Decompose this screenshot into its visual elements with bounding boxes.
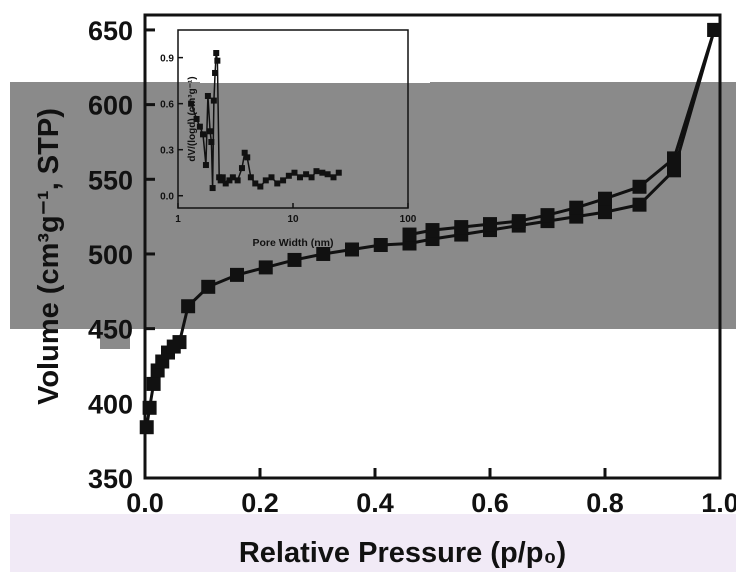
isotherm-point	[425, 223, 440, 238]
isotherm-point	[598, 205, 612, 220]
psd-point	[222, 180, 229, 187]
x-tick-label: 0.0	[126, 488, 164, 518]
psd-point	[234, 177, 241, 184]
inset-y-axis-title: dV/(logd) (cm³g⁻¹)	[187, 76, 198, 161]
isotherm-point	[201, 279, 216, 294]
inset-y-tick-label: 0.6	[160, 100, 174, 111]
isotherm-point	[146, 376, 161, 391]
x-tick-label: 1.0	[701, 488, 736, 518]
isotherm-point	[142, 400, 157, 415]
psd-point	[308, 174, 315, 181]
psd-point	[330, 174, 337, 181]
psd-point	[268, 174, 275, 181]
psd-point	[208, 139, 215, 146]
psd-point	[200, 131, 207, 138]
psd-point	[210, 97, 217, 104]
y-tick-label: 450	[88, 315, 133, 345]
isotherm-point	[287, 252, 302, 267]
psd-point	[244, 154, 251, 161]
isotherm-point	[632, 179, 647, 194]
psd-point	[209, 185, 216, 192]
y-tick-label: 650	[88, 16, 133, 46]
isotherm-point	[454, 220, 469, 235]
psd-point	[207, 128, 214, 135]
psd-point	[252, 180, 259, 187]
x-tick-label: 0.6	[471, 488, 509, 518]
isotherm-point	[569, 200, 584, 215]
x-tick-label: 0.4	[356, 488, 394, 518]
psd-point	[217, 177, 224, 184]
psd-point	[262, 177, 269, 184]
isotherm-point	[230, 267, 244, 282]
isotherm-point	[667, 163, 681, 178]
isotherm-point	[667, 151, 681, 166]
inset-white-area	[200, 30, 430, 83]
isotherm-point	[632, 197, 647, 212]
x-axis-title: Relative Pressure (p/p₀)	[239, 537, 566, 569]
isotherm-point	[707, 22, 722, 37]
isotherm-point	[511, 214, 526, 229]
inset-y-tick-label: 0.3	[160, 146, 174, 157]
inset-y-tick-label: 0.9	[160, 54, 174, 65]
psd-point	[226, 177, 233, 184]
y-axis-title: Volume (cm³g⁻¹, STP)	[33, 108, 65, 405]
psd-point	[313, 168, 320, 175]
psd-point	[285, 172, 292, 179]
inset-x-tick-label: 100	[400, 214, 417, 225]
inset-x-axis-title: Pore Width (nm)	[253, 237, 334, 249]
isotherm-point	[483, 217, 497, 232]
psd-point	[303, 171, 310, 178]
isotherm-point	[139, 420, 154, 435]
isotherm-point	[345, 242, 359, 257]
psd-point	[216, 174, 223, 181]
inset-x-tick-label: 1	[175, 214, 181, 225]
x-tick-label: 0.8	[586, 488, 624, 518]
psd-point	[247, 174, 254, 181]
psd-point	[280, 177, 287, 184]
psd-point	[274, 180, 281, 187]
psd-point	[202, 162, 209, 169]
y-tick-label: 550	[88, 165, 133, 195]
y-tick-label: 600	[88, 91, 133, 121]
isotherm-point	[181, 299, 196, 314]
psd-point	[335, 169, 342, 176]
y-tick-label: 350	[88, 464, 133, 494]
isotherm-point	[316, 246, 331, 261]
lavender-artifact-band	[10, 514, 736, 572]
psd-point	[291, 169, 298, 176]
psd-point	[212, 69, 219, 76]
psd-series-line	[190, 52, 340, 189]
psd-point	[193, 116, 200, 122]
psd-point	[319, 169, 326, 176]
gray-artifact-notch	[100, 329, 130, 349]
psd-point	[241, 149, 248, 156]
x-tick-label: 0.2	[241, 488, 279, 518]
psd-point	[257, 183, 264, 190]
psd-point	[229, 174, 236, 181]
psd-point	[219, 174, 226, 181]
psd-point	[214, 57, 221, 64]
psd-point	[196, 123, 203, 130]
isotherm-point	[598, 191, 612, 206]
isotherm-point	[373, 238, 388, 253]
y-tick-label: 400	[88, 389, 133, 419]
psd-point	[324, 171, 331, 178]
inset-x-tick-label: 10	[287, 214, 299, 225]
plot-frame	[143, 13, 722, 480]
psd-point	[296, 174, 303, 181]
psd-point	[213, 50, 220, 57]
gray-artifact-band	[10, 82, 736, 329]
isotherm-point	[540, 208, 555, 223]
psd-point	[204, 92, 211, 99]
isotherm-point	[258, 260, 273, 275]
psd-point	[188, 100, 195, 107]
y-tick-label: 500	[88, 240, 133, 270]
isotherm-point	[172, 335, 187, 350]
inset-y-tick-label: 0.0	[160, 192, 174, 203]
inset-chart: 0.0 0.3 0.6 0.9 1 10 100 Pore Width (nm) dV/(log…	[160, 29, 430, 249]
main-chart: 350 400 450 500 550 600 650 0.0 0.2 0.4 0.6 0.8 1.0 R…	[10, 13, 736, 572]
psd-point	[238, 165, 245, 172]
isotherm-point	[402, 227, 417, 242]
